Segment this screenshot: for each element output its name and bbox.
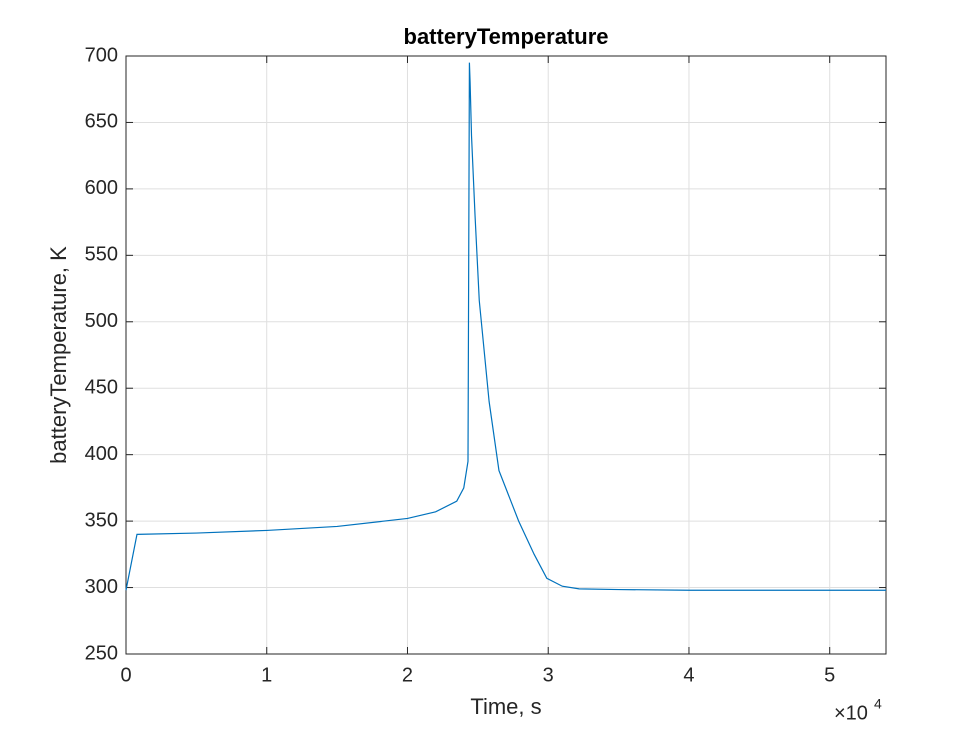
x-exponent-base: ×10 — [834, 702, 868, 724]
y-axis-label: batteryTemperature, K — [46, 246, 71, 464]
y-tick-label: 700 — [85, 44, 118, 66]
x-tick-label: 3 — [543, 664, 554, 686]
y-tick-label: 250 — [85, 642, 118, 664]
x-tick-label: 1 — [261, 664, 272, 686]
y-tick-label: 500 — [85, 310, 118, 332]
x-tick-label: 5 — [824, 664, 835, 686]
y-tick-label: 300 — [85, 576, 118, 598]
y-tick-label: 550 — [85, 244, 118, 266]
y-tick-label: 400 — [85, 443, 118, 465]
chart-title: batteryTemperature — [404, 24, 609, 49]
x-tick-label: 2 — [402, 664, 413, 686]
axes-box — [125, 55, 887, 655]
x-tick-label: 0 — [120, 664, 131, 686]
y-tick-label: 450 — [85, 377, 118, 399]
data-line — [125, 62, 886, 591]
y-tick-label: 650 — [85, 111, 118, 133]
y-tick-label: 600 — [85, 177, 118, 199]
x-axis-label: Time, s — [470, 694, 541, 719]
x-exponent: 4 — [874, 696, 882, 712]
x-tick-label: 4 — [683, 664, 694, 686]
y-tick-label: 350 — [85, 509, 118, 531]
